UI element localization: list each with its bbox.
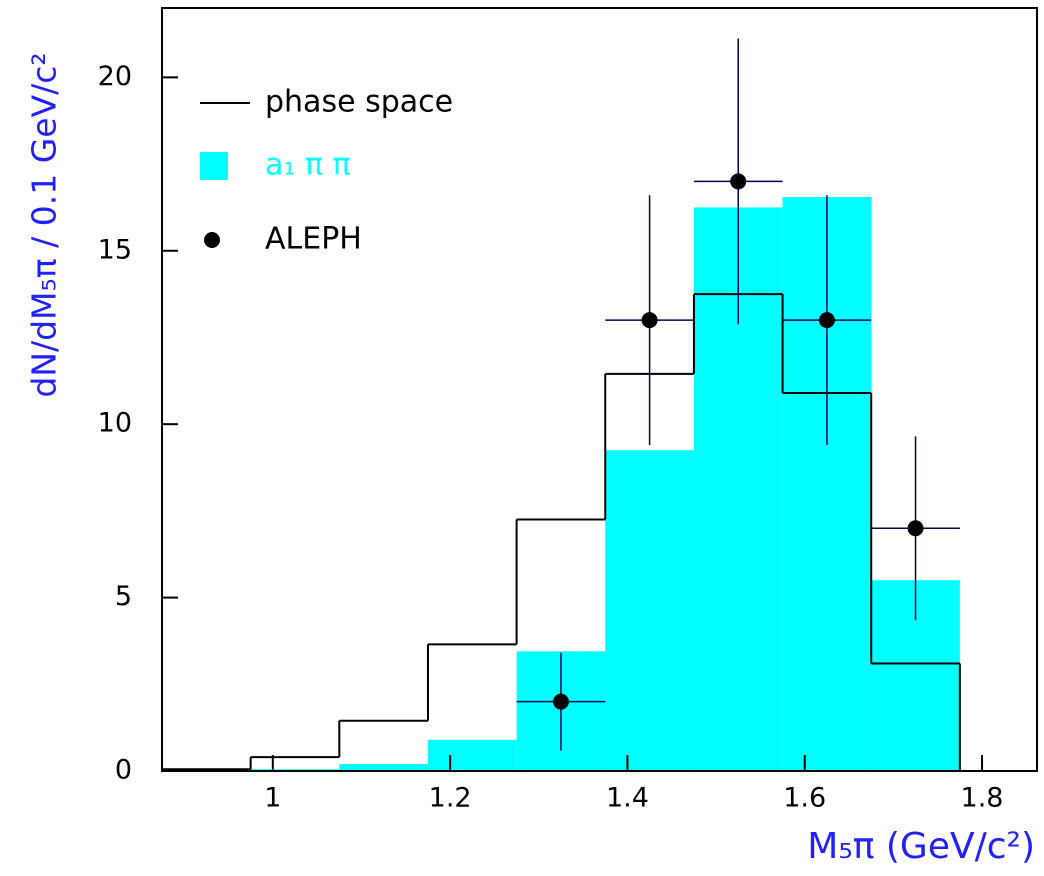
histogram-bar (605, 450, 694, 771)
y-tick-label: 10 (98, 408, 132, 439)
y-tick-label: 20 (98, 61, 132, 92)
y-tick-label: 5 (115, 581, 132, 612)
data-point (907, 520, 924, 537)
y-axis-title: dN/dM₅π / 0.1 GeV/c² (25, 52, 64, 397)
data-point (818, 312, 835, 329)
legend-label: a₁ π π (265, 148, 351, 183)
x-tick-label: 1.4 (606, 783, 649, 814)
y-tick-label: 15 (98, 234, 132, 265)
x-tick-label: 1 (264, 783, 281, 814)
x-tick-label: 1.2 (429, 783, 472, 814)
data-point (552, 693, 569, 710)
x-axis-title: M₅π (GeV/c²) (807, 826, 1035, 867)
histogram-bar (427, 739, 517, 771)
plot-frame (161, 7, 1038, 772)
data-point (730, 173, 747, 190)
legend-label: ALEPH (265, 222, 362, 257)
legend-label: phase space (265, 85, 453, 120)
x-tick-label: 1.6 (783, 783, 826, 814)
legend-swatch (204, 232, 220, 248)
histogram-bar (339, 764, 428, 771)
data-point (641, 312, 658, 329)
legend-swatch (200, 152, 228, 180)
y-tick-label: 0 (115, 755, 132, 786)
x-tick-label: 1.8 (961, 783, 1004, 814)
